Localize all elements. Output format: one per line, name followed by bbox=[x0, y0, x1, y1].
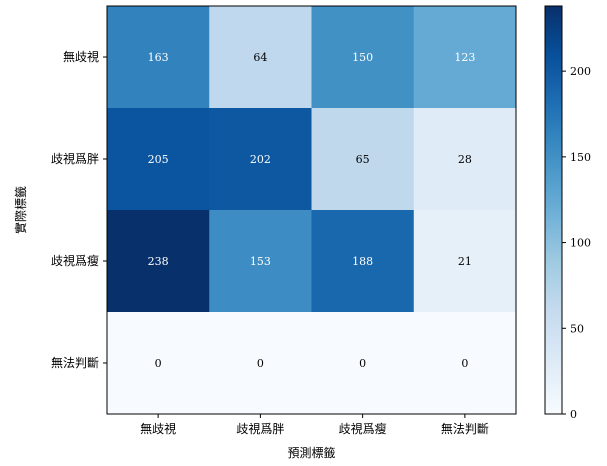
cell-value-label: 0 bbox=[461, 357, 468, 370]
cell-value-label: 64 bbox=[253, 51, 267, 64]
colorbar-tick-label: 150 bbox=[570, 151, 591, 164]
y-tick-label: 歧視爲胖 bbox=[51, 151, 99, 166]
heatmap-cell bbox=[413, 6, 517, 109]
heatmap-cell bbox=[209, 108, 312, 211]
colorbar-tick-label: 50 bbox=[570, 322, 584, 335]
colorbar-ticks: 0 50 100 150 200 bbox=[562, 65, 591, 421]
colorbar-tick-label: 0 bbox=[570, 408, 577, 421]
heatmap-cell bbox=[107, 210, 210, 313]
cell-value-label: 123 bbox=[454, 51, 475, 64]
x-tick-label: 歧視爲胖 bbox=[236, 421, 284, 436]
x-axis-ticks: 無歧視 歧視爲胖 歧視爲瘦 無法判斷 bbox=[140, 414, 489, 436]
cell-value-label: 65 bbox=[356, 153, 370, 166]
colorbar-tick-label: 200 bbox=[570, 65, 591, 78]
heatmap-cell bbox=[311, 210, 415, 313]
plot-frame bbox=[106, 5, 517, 415]
cell-value-label: 153 bbox=[250, 255, 271, 268]
y-tick-label: 無法判斷 bbox=[51, 355, 99, 370]
cell-value-label: 0 bbox=[155, 357, 162, 370]
heatmap-cell bbox=[209, 312, 312, 415]
heatmap-cell bbox=[311, 6, 415, 109]
y-tick-label: 歧視爲瘦 bbox=[51, 253, 99, 268]
cell-value-label: 163 bbox=[148, 51, 169, 64]
x-tick-label: 無法判斷 bbox=[441, 421, 489, 436]
colorbar-tick-label: 100 bbox=[570, 237, 591, 250]
heatmap-cell bbox=[107, 108, 210, 211]
cell-value-label: 0 bbox=[257, 357, 264, 370]
cell-value-label: 28 bbox=[458, 153, 472, 166]
cell-value-label: 188 bbox=[352, 255, 373, 268]
heatmap-cell bbox=[209, 6, 312, 109]
y-tick-label: 無歧視 bbox=[63, 49, 99, 64]
heatmap-cell bbox=[209, 210, 312, 313]
cell-value-label: 202 bbox=[250, 153, 271, 166]
x-axis-label: 預測標籤 bbox=[287, 445, 335, 460]
heatmap-cell bbox=[413, 210, 517, 313]
heatmap-cells bbox=[107, 6, 517, 415]
cell-value-label: 238 bbox=[148, 255, 169, 268]
heatmap-cell bbox=[413, 312, 517, 415]
cell-value-label: 21 bbox=[458, 255, 472, 268]
heatmap-cell-labels: 163 64 150 123 205 202 65 28 238 153 188 21 0 0 0 0 bbox=[148, 51, 476, 370]
cell-value-label: 205 bbox=[148, 153, 169, 166]
x-tick-label: 無歧視 bbox=[140, 421, 176, 436]
y-axis-label: 實際標籤 bbox=[13, 186, 28, 234]
cell-value-label: 150 bbox=[352, 51, 373, 64]
heatmap-cell bbox=[107, 6, 210, 109]
heatmap-cell bbox=[107, 312, 210, 415]
colorbar bbox=[544, 5, 563, 415]
heatmap-cell bbox=[413, 108, 517, 211]
cell-value-label: 0 bbox=[359, 357, 366, 370]
heatmap-cell bbox=[311, 108, 415, 211]
x-tick-label: 歧視爲瘦 bbox=[339, 421, 387, 436]
heatmap-cell bbox=[311, 312, 415, 415]
